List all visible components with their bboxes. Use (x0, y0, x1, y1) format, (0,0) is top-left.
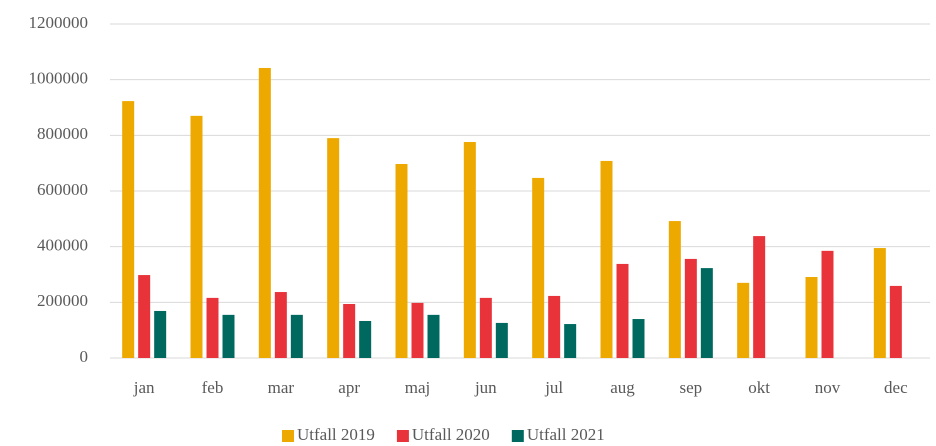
bar (805, 277, 818, 358)
legend-label: Utfall 2019 (297, 425, 375, 444)
bar (222, 314, 235, 358)
x-tick-label: jun (474, 378, 497, 397)
bar (190, 115, 203, 358)
bar (616, 263, 629, 358)
bar (600, 160, 613, 358)
bar (154, 310, 167, 358)
y-tick-label: 600000 (37, 180, 88, 199)
bar (873, 248, 886, 358)
legend-swatch (511, 430, 524, 442)
bar (684, 258, 697, 358)
y-tick-label: 800000 (37, 124, 88, 143)
bar (274, 292, 287, 358)
bar (359, 320, 372, 358)
bar (889, 285, 902, 358)
x-tick-label: maj (405, 378, 431, 397)
bar (632, 319, 645, 358)
bar (564, 324, 577, 358)
bar (138, 275, 151, 358)
bar (206, 297, 219, 358)
bar (427, 314, 440, 358)
bar (463, 142, 476, 358)
y-tick-label: 1200000 (29, 13, 89, 32)
x-tick-label: dec (884, 378, 908, 397)
x-tick-label: jul (544, 378, 563, 397)
bar (700, 268, 713, 358)
y-tick-label: 1000000 (29, 69, 89, 88)
x-tick-label: okt (748, 378, 770, 397)
x-tick-label: aug (610, 378, 635, 397)
bar (411, 302, 424, 358)
x-tick-label: jan (133, 378, 155, 397)
x-tick-label: feb (202, 378, 224, 397)
bar (495, 322, 508, 358)
bar (290, 314, 303, 358)
x-tick-label: apr (338, 378, 360, 397)
bar (395, 164, 408, 358)
bar (532, 177, 545, 358)
y-tick-label: 200000 (37, 291, 88, 310)
bar (343, 304, 356, 358)
bar (753, 236, 766, 358)
legend-label: Utfall 2021 (527, 425, 605, 444)
x-tick-label: nov (815, 378, 841, 397)
legend-swatch (396, 430, 409, 442)
y-tick-label: 0 (80, 347, 89, 366)
x-tick-label: mar (268, 378, 295, 397)
legend-swatch (282, 430, 294, 442)
legend-label: Utfall 2020 (412, 425, 490, 444)
bar (821, 250, 834, 358)
bar (327, 138, 340, 358)
x-tick-label: sep (679, 378, 702, 397)
y-tick-label: 400000 (37, 236, 88, 255)
bar (668, 221, 681, 358)
bar (258, 67, 271, 358)
bar (737, 282, 750, 358)
bar (479, 297, 492, 358)
bar (548, 295, 561, 358)
bar (122, 101, 135, 359)
